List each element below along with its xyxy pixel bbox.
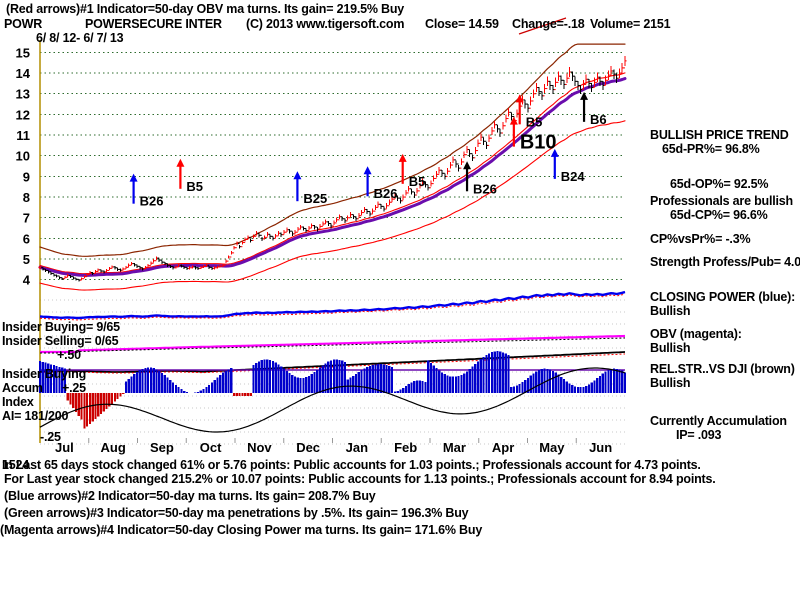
y-axis-tick-15: 15 bbox=[16, 45, 30, 60]
footer-line-lastyear: For Last year stock changed 215.2% or 10… bbox=[4, 472, 716, 486]
change-label: Change=-.18 bbox=[512, 17, 585, 31]
x-axis-tick-jul: Jul bbox=[55, 440, 74, 455]
y-axis-tick-11: 11 bbox=[16, 128, 30, 143]
price-arrow-b5-0: B5 bbox=[176, 158, 203, 194]
arrow-label-b5: B5 bbox=[186, 179, 203, 194]
strength-profess-pub: Strength Profess/Pub= 4.0 bbox=[650, 255, 800, 269]
closing-power-label: CLOSING POWER (blue): bbox=[650, 290, 796, 304]
x-axis-tick-oct: Oct bbox=[200, 440, 222, 455]
cp-percent: 65d-CP%= 96.6% bbox=[670, 208, 768, 222]
mid-band-line bbox=[39, 72, 626, 275]
price-arrow-b26-8: B26 bbox=[463, 161, 497, 196]
y-axis-tick-8: 8 bbox=[23, 190, 30, 205]
ticker-symbol: POWR bbox=[4, 17, 43, 31]
relstr-line bbox=[39, 351, 626, 373]
upper-band-line bbox=[39, 43, 626, 257]
arrow-label-b26: B26 bbox=[374, 186, 398, 201]
copyright-notice: (C) 2013 www.tigersoft.com bbox=[246, 17, 405, 31]
y-axis-tick-12: 12 bbox=[16, 107, 30, 122]
plus-point-two-five-label: +.25 bbox=[62, 381, 86, 395]
price-arrow-b24-7: B24 bbox=[550, 148, 586, 184]
y-axis-tick-6: 6 bbox=[23, 231, 30, 246]
price-arrow-b25-1: B25 bbox=[293, 171, 327, 206]
closing-power-value: Bullish bbox=[650, 304, 691, 318]
op-percent: 65d-OP%= 92.5% bbox=[670, 177, 769, 191]
arrow-label-b5: B5 bbox=[526, 114, 543, 129]
ma50-line bbox=[38, 77, 627, 277]
x-axis-tick-sep: Sep bbox=[150, 440, 174, 455]
arrow-label-b26: B26 bbox=[140, 194, 164, 209]
arrow-label-b5: B5 bbox=[409, 174, 426, 189]
arrow-label-b25: B25 bbox=[303, 191, 327, 206]
professionals-bullish-text: Professionals are bullish bbox=[650, 194, 793, 208]
relstr-label: REL.STR..VS DJI (brown) bbox=[650, 362, 795, 376]
x-axis-tick-mar: Mar bbox=[443, 440, 466, 455]
x-axis-tick-nov: Nov bbox=[247, 440, 272, 455]
closing-power-ma-line bbox=[39, 293, 626, 321]
accum-index-line1: Insider Buying bbox=[2, 367, 87, 381]
accumulation-index-bars bbox=[38, 351, 627, 429]
accumulation-label: Currently Accumulation bbox=[650, 414, 787, 428]
cp-vs-pr-percent: CP%vsPr%= -.3% bbox=[650, 232, 751, 246]
obv-label: OBV (magenta): bbox=[650, 327, 742, 341]
footer-line-magenta-arrows: (Magenta arrows)#4 Indicator=50-day Clos… bbox=[0, 523, 483, 537]
footer-line-blue-arrows: (Blue arrows)#2 Indicator=50-day ma turn… bbox=[4, 489, 376, 503]
insider-selling-label: Insider Selling= 0/65 bbox=[2, 334, 119, 348]
y-axis-tick-4: 4 bbox=[23, 273, 31, 288]
footer-line-green-arrows: (Green arrows)#3 Indicator=50-day ma pen… bbox=[4, 506, 469, 520]
y-axis-tick-10: 10 bbox=[16, 149, 30, 164]
bullish-trend-title: BULLISH PRICE TREND bbox=[650, 128, 789, 142]
accumulation-ip-value: IP= .093 bbox=[676, 428, 722, 442]
x-axis-tick-jan: Jan bbox=[346, 440, 368, 455]
price-arrow-b6-6: B6 bbox=[580, 91, 607, 127]
close-price-label: Close= 14.59 bbox=[425, 17, 499, 31]
y-axis-tick-5: 5 bbox=[23, 252, 30, 267]
arrow-label-b24: B24 bbox=[561, 169, 586, 184]
price-arrow-b26-9: B26 bbox=[129, 173, 164, 209]
relstr-value: Bullish bbox=[650, 376, 691, 390]
arrow-label-b10: B10 bbox=[520, 132, 557, 154]
y-axis-tick-7: 7 bbox=[23, 211, 30, 226]
price-arrow-b26-2: B26 bbox=[363, 166, 398, 201]
x-axis-tick-jun: Jun bbox=[589, 440, 612, 455]
y-axis-tick-14: 14 bbox=[16, 66, 31, 81]
y-axis-tick-9: 9 bbox=[23, 169, 30, 184]
closing-power-line bbox=[39, 290, 626, 320]
insider-buying-label: Insider Buying= 9/65 bbox=[2, 320, 120, 334]
minus-point-two-five-label: -.25 bbox=[40, 430, 61, 444]
header-indicator-line: (Red arrows)#1 Indicator=50-day OBV ma t… bbox=[6, 2, 405, 16]
x-axis-tick-dec: Dec bbox=[296, 440, 320, 455]
x-axis-tick-may: May bbox=[539, 440, 565, 455]
x-axis-tick-aug: Aug bbox=[100, 440, 125, 455]
pr-percent: 65d-PR%= 96.8% bbox=[662, 142, 760, 156]
date-range-label: 6/ 8/ 12- 6/ 7/ 13 bbox=[36, 31, 124, 45]
x-axis-tick-apr: Apr bbox=[492, 440, 514, 455]
lower-band-line bbox=[39, 120, 626, 291]
accum-index-ma-line bbox=[39, 367, 626, 433]
plus-point-five-label: +.50 bbox=[57, 348, 81, 362]
price-bars bbox=[38, 55, 627, 282]
x-axis-tick-feb: Feb bbox=[394, 440, 417, 455]
price-arrow-b5-5: B5 bbox=[515, 94, 543, 129]
accum-index-value: AI= 181/200 bbox=[2, 409, 69, 423]
change-strike-line bbox=[518, 17, 567, 35]
arrow-label-b26: B26 bbox=[473, 181, 497, 196]
y-axis-tick-13: 13 bbox=[16, 87, 30, 102]
accum-index-line3: Index bbox=[2, 395, 34, 409]
company-name: POWERSECURE INTER bbox=[85, 17, 222, 31]
obv-line bbox=[40, 334, 626, 354]
footer-overlap-number: 1524 bbox=[2, 458, 30, 472]
price-arrow-b5-3: B5 bbox=[398, 153, 426, 189]
footer-line-65days: In Last 65 days stock changed 61% or 5.7… bbox=[2, 458, 701, 472]
volume-label: Volume= 2151 bbox=[590, 17, 671, 31]
price-arrow-b10-4: B10 bbox=[509, 116, 557, 154]
accum-index-line2: Accum bbox=[2, 381, 43, 395]
obv-value: Bullish bbox=[650, 341, 691, 355]
obv-ma-line bbox=[40, 337, 626, 354]
arrow-label-b6: B6 bbox=[590, 112, 607, 127]
